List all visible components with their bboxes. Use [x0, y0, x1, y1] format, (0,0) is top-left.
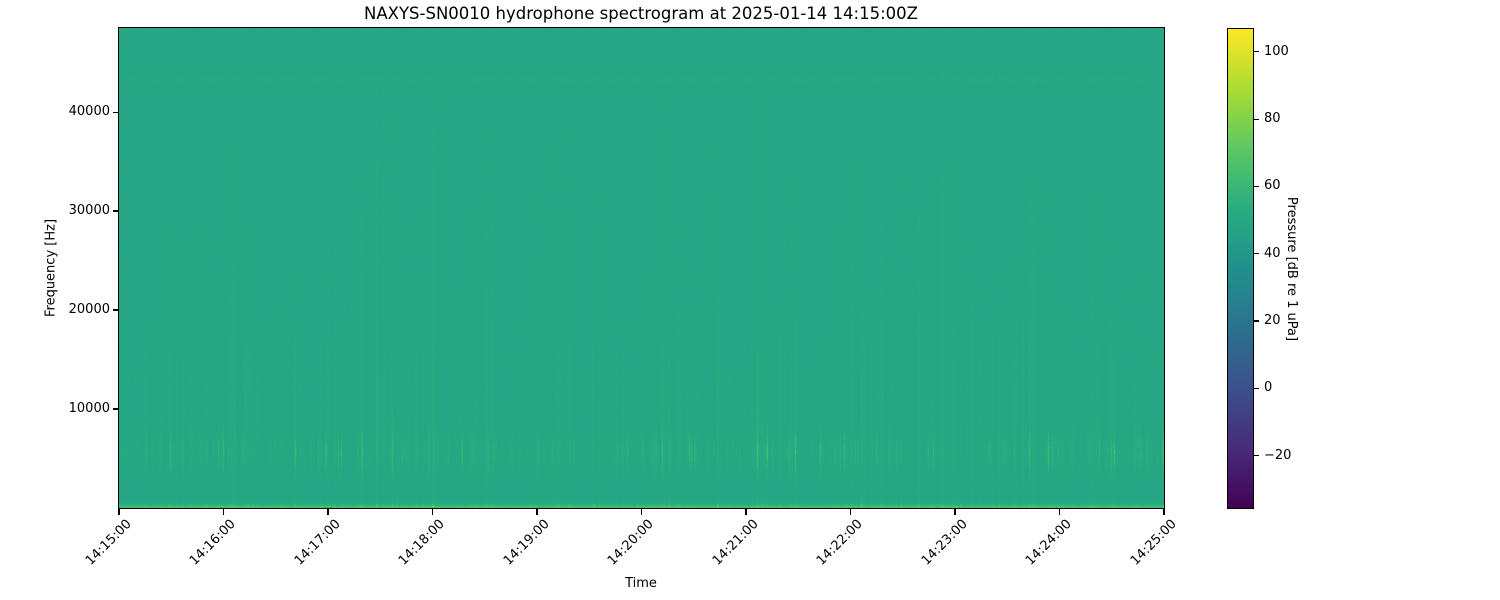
y-axis-tick-mark — [113, 210, 119, 212]
colorbar — [1227, 28, 1254, 509]
x-axis-tick-mark — [1163, 509, 1165, 515]
colorbar-tick-label: 100 — [1264, 43, 1289, 59]
x-axis-tick-mark — [431, 509, 434, 515]
x-axis-tick-label: 14:18:00 — [395, 516, 448, 569]
x-axis-tick-label: 14:24:00 — [1022, 516, 1075, 569]
colorbar-gradient — [1228, 29, 1253, 508]
y-axis-tick-label: 10000 — [68, 401, 110, 417]
y-axis-tick-mark — [113, 408, 119, 410]
x-axis-tick-mark — [327, 509, 329, 515]
plot-area — [118, 27, 1165, 509]
y-axis-tick-label: 40000 — [68, 104, 110, 120]
colorbar-tick-mark — [1254, 51, 1259, 53]
x-axis-label: Time — [625, 576, 657, 591]
y-axis-tick-mark — [113, 111, 119, 113]
x-axis-tick-mark — [954, 509, 956, 515]
x-axis-tick-label: 14:25:00 — [1127, 516, 1180, 569]
colorbar-tick-mark — [1254, 253, 1259, 255]
x-axis-tick-mark — [640, 509, 643, 515]
x-axis-tick-label: 14:23:00 — [918, 516, 971, 569]
colorbar-tick-label: −20 — [1264, 447, 1292, 463]
y-axis-tick-label: 20000 — [68, 302, 110, 318]
spectrogram-heatmap — [119, 28, 1164, 508]
x-axis-tick-label: 14:16:00 — [186, 516, 239, 569]
chart-title: NAXYS-SN0010 hydrophone spectrogram at 2… — [364, 4, 918, 23]
colorbar-tick-label: 0 — [1264, 380, 1273, 396]
colorbar-tick-label: 20 — [1264, 312, 1281, 328]
colorbar-tick-mark — [1254, 387, 1259, 389]
x-axis-tick-mark — [222, 509, 225, 515]
x-axis-tick-label: 14:22:00 — [813, 516, 866, 569]
colorbar-tick-mark — [1254, 320, 1259, 322]
y-axis-tick-label: 30000 — [68, 203, 110, 219]
x-axis-tick-label: 14:19:00 — [500, 516, 553, 569]
colorbar-tick-label: 40 — [1264, 245, 1281, 261]
y-axis-label: Frequency [Hz] — [43, 218, 59, 318]
y-axis-tick-mark — [113, 309, 119, 311]
colorbar-tick-mark — [1254, 454, 1259, 457]
x-axis-tick-label: 14:17:00 — [291, 516, 344, 569]
x-axis-tick-label: 14:21:00 — [709, 516, 762, 569]
x-axis-tick-label: 14:15:00 — [82, 516, 135, 569]
colorbar-label: Pressure [dB re 1 uPa] — [1284, 196, 1299, 342]
colorbar-tick-label: 60 — [1264, 178, 1281, 194]
x-axis-tick-mark — [745, 509, 747, 515]
x-axis-tick-mark — [1058, 509, 1061, 515]
x-axis-tick-label: 14:20:00 — [604, 516, 657, 569]
colorbar-tick-label: 80 — [1264, 111, 1281, 127]
x-axis-tick-mark — [118, 509, 120, 515]
x-axis-tick-mark — [536, 509, 538, 515]
x-axis-tick-mark — [849, 509, 852, 515]
colorbar-tick-mark — [1254, 118, 1259, 120]
colorbar-tick-mark — [1254, 185, 1259, 187]
